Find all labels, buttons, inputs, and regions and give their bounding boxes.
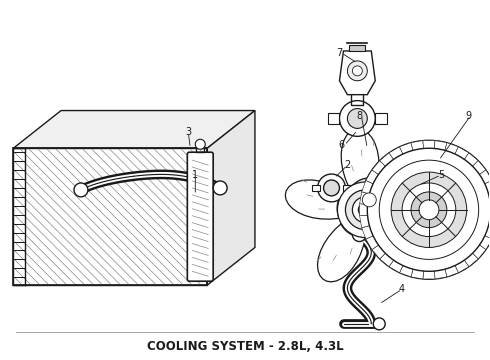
Polygon shape: [349, 45, 366, 51]
Polygon shape: [411, 140, 423, 150]
Polygon shape: [341, 129, 379, 187]
Polygon shape: [312, 185, 319, 191]
Text: 1: 1: [192, 170, 198, 180]
Polygon shape: [360, 215, 369, 228]
Polygon shape: [362, 226, 373, 239]
Polygon shape: [472, 161, 486, 175]
Polygon shape: [340, 51, 375, 95]
Circle shape: [345, 190, 385, 230]
Circle shape: [352, 228, 367, 242]
Polygon shape: [372, 161, 385, 175]
Circle shape: [318, 174, 345, 202]
Polygon shape: [465, 153, 478, 166]
Polygon shape: [372, 245, 385, 259]
Circle shape: [395, 176, 403, 184]
Circle shape: [388, 174, 420, 206]
Circle shape: [347, 109, 368, 129]
Circle shape: [355, 186, 383, 214]
Polygon shape: [485, 180, 490, 194]
Text: 6: 6: [339, 140, 344, 150]
Polygon shape: [434, 269, 447, 279]
Text: 7: 7: [336, 48, 343, 58]
Polygon shape: [15, 150, 205, 283]
Polygon shape: [351, 165, 431, 230]
Circle shape: [74, 183, 88, 197]
Circle shape: [347, 61, 368, 81]
Polygon shape: [472, 245, 486, 259]
Polygon shape: [343, 185, 351, 191]
Text: 3: 3: [185, 127, 192, 138]
Circle shape: [395, 181, 413, 199]
Circle shape: [380, 211, 388, 219]
Circle shape: [419, 200, 439, 220]
Circle shape: [213, 181, 227, 195]
Text: 4: 4: [399, 284, 405, 294]
Polygon shape: [479, 236, 490, 249]
Circle shape: [352, 197, 378, 223]
Text: 5: 5: [438, 170, 444, 180]
Polygon shape: [455, 260, 469, 273]
Polygon shape: [366, 170, 378, 184]
Circle shape: [405, 211, 413, 219]
Polygon shape: [423, 140, 435, 148]
Polygon shape: [485, 226, 490, 239]
Polygon shape: [445, 143, 458, 154]
Polygon shape: [465, 253, 478, 267]
Polygon shape: [399, 143, 413, 154]
Polygon shape: [411, 269, 423, 279]
Polygon shape: [285, 180, 344, 219]
Polygon shape: [366, 236, 378, 249]
Polygon shape: [327, 113, 340, 125]
Circle shape: [340, 100, 375, 136]
Polygon shape: [360, 204, 368, 216]
Polygon shape: [389, 147, 403, 159]
Polygon shape: [489, 215, 490, 228]
Polygon shape: [13, 111, 255, 148]
Text: COOLING SYSTEM - 2.8L, 4.3L: COOLING SYSTEM - 2.8L, 4.3L: [147, 340, 343, 353]
Polygon shape: [489, 192, 490, 204]
Polygon shape: [434, 140, 447, 150]
Text: 8: 8: [356, 111, 363, 121]
Circle shape: [323, 180, 340, 196]
Polygon shape: [382, 168, 441, 213]
Polygon shape: [360, 192, 369, 204]
Polygon shape: [389, 260, 403, 273]
Circle shape: [402, 183, 456, 237]
Polygon shape: [380, 253, 393, 267]
Polygon shape: [371, 219, 424, 273]
Circle shape: [347, 178, 391, 222]
Text: 2: 2: [344, 160, 350, 170]
Polygon shape: [318, 224, 366, 282]
Circle shape: [411, 192, 447, 228]
Circle shape: [338, 182, 393, 238]
Text: 9: 9: [466, 111, 472, 121]
Polygon shape: [380, 153, 393, 166]
Polygon shape: [455, 147, 469, 159]
Polygon shape: [445, 266, 458, 277]
Polygon shape: [362, 180, 373, 194]
Circle shape: [359, 140, 490, 279]
Circle shape: [352, 66, 362, 76]
Polygon shape: [423, 271, 435, 279]
Circle shape: [362, 193, 376, 207]
Polygon shape: [479, 170, 490, 184]
Circle shape: [358, 203, 372, 217]
Polygon shape: [375, 113, 387, 125]
FancyBboxPatch shape: [187, 152, 213, 281]
Circle shape: [391, 172, 467, 247]
Polygon shape: [13, 148, 207, 285]
Circle shape: [379, 160, 479, 260]
Polygon shape: [399, 266, 413, 277]
Polygon shape: [207, 111, 255, 285]
Circle shape: [368, 148, 490, 271]
Circle shape: [373, 318, 385, 330]
Circle shape: [196, 139, 205, 149]
